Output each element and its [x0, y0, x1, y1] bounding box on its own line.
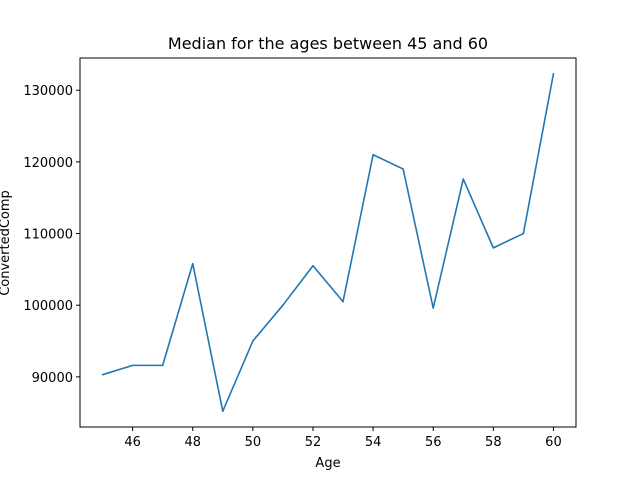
- x-tick-label: 48: [184, 435, 201, 450]
- data-point: [492, 247, 495, 249]
- data-point: [312, 264, 314, 267]
- data-point: [552, 72, 555, 75]
- x-axis-label: Age: [315, 456, 340, 471]
- data-point: [282, 304, 284, 306]
- x-tick-label: 52: [305, 435, 322, 450]
- series-line: [102, 73, 555, 413]
- x-tick-label: 50: [245, 435, 262, 450]
- plot-frame: [79, 57, 577, 428]
- y-tick-label: 130000: [23, 84, 73, 99]
- data-point: [252, 340, 254, 342]
- y-tick-label: 90000: [32, 371, 73, 386]
- data-point: [221, 410, 224, 413]
- data-point: [191, 262, 194, 265]
- x-tick-label: 58: [485, 435, 502, 450]
- data-point: [522, 232, 525, 235]
- data-point: [161, 364, 164, 367]
- data-point: [342, 300, 344, 303]
- y-axis: 90000 100000 110000 120000 130000: [23, 84, 80, 386]
- x-tick-label: 60: [545, 435, 562, 450]
- chart-title: Median for the ages between 45 and 60: [168, 34, 488, 53]
- y-tick-label: 120000: [23, 156, 73, 171]
- y-axis-label: ConvertedComp: [0, 190, 13, 296]
- x-tick-label: 46: [124, 435, 141, 450]
- x-tick-label: 54: [365, 435, 382, 450]
- data-point: [101, 373, 104, 376]
- y-tick-label: 100000: [23, 299, 73, 314]
- data-point: [432, 307, 435, 309]
- data-point: [372, 153, 374, 156]
- y-tick-label: 110000: [23, 228, 73, 243]
- data-point: [131, 364, 134, 367]
- data-point: [462, 178, 465, 180]
- data-point: [402, 168, 404, 170]
- series-layer: [101, 72, 555, 413]
- x-tick-label: 56: [425, 435, 442, 450]
- x-axis: 46 48 50 52 54 56 58 60: [124, 427, 562, 450]
